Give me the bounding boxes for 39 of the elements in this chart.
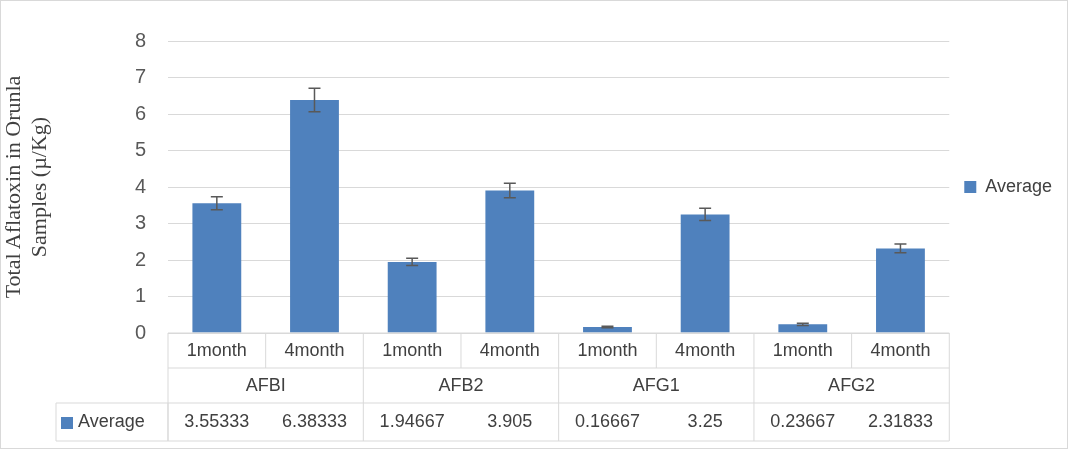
- bar: [192, 203, 242, 333]
- legend-label: Average: [985, 175, 1052, 196]
- data-label: 1.94667: [379, 410, 445, 431]
- text: AFG2: [828, 374, 876, 395]
- y-tick-label: 7: [134, 65, 146, 88]
- bar: [290, 100, 339, 333]
- y-tick-label: 4: [134, 174, 146, 197]
- y-tick-label: 6: [134, 101, 146, 124]
- y-tick-label: 2: [134, 247, 146, 270]
- data-label: 6.38333: [281, 410, 348, 431]
- text: AFB2: [438, 374, 484, 395]
- text: Average: [78, 410, 145, 431]
- bar: [876, 248, 925, 333]
- data-label: 2.31833: [867, 410, 933, 431]
- y-tick-label: 3: [134, 211, 146, 234]
- y-axis-title: Total Aflatoxin in Orunla Samples (µ/Kg): [0, 75, 52, 299]
- x-tick-label: 1month: [577, 339, 638, 360]
- data-label: 3.55333: [184, 410, 250, 431]
- y-tick-label: 0: [134, 320, 146, 343]
- x-tick-label: 1month: [772, 339, 833, 360]
- data-label: 0.16667: [574, 410, 641, 431]
- text: AFG1: [632, 374, 680, 395]
- x-tick-label: 4month: [675, 339, 736, 360]
- bar: [778, 324, 828, 333]
- bar: [680, 214, 730, 333]
- x-tick-label: 4month: [284, 339, 345, 360]
- y-tick-label: 1: [134, 284, 146, 307]
- bar: [485, 190, 535, 333]
- data-label: 3.25: [687, 410, 723, 431]
- y-tick-label: 8: [134, 28, 146, 51]
- y-tick-label: 5: [134, 138, 146, 161]
- data-label: 3.905: [487, 410, 533, 431]
- x-tick-label: 1month: [382, 339, 443, 360]
- x-tick-label: 4month: [870, 339, 931, 360]
- x-tick-label: 1month: [186, 339, 247, 360]
- text: AFBI: [245, 374, 286, 395]
- x-tick-label: 4month: [479, 339, 540, 360]
- bar: [387, 261, 437, 333]
- data-label: 0.23667: [770, 410, 836, 431]
